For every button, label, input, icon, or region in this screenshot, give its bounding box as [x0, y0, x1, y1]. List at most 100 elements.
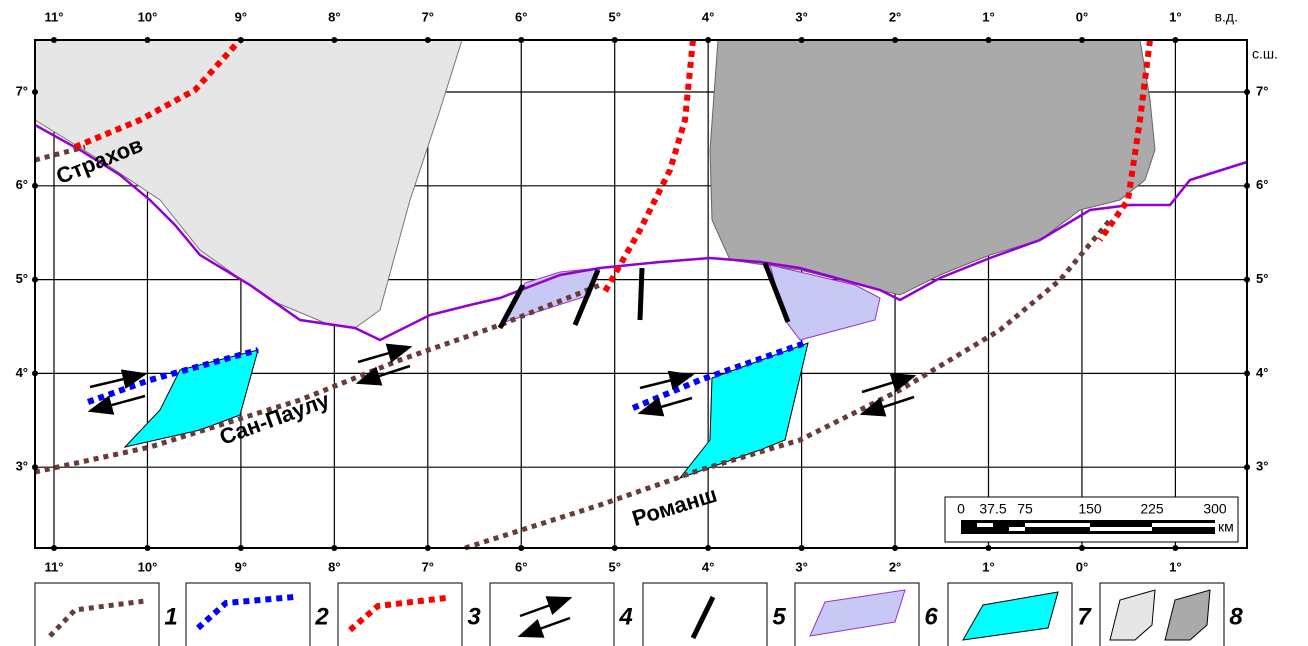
lat-label: 5°: [16, 271, 28, 286]
legend-number: 1: [164, 603, 177, 630]
lon-label: 2°: [889, 9, 901, 24]
tick-dot: [424, 545, 431, 551]
lat-label: 6°: [16, 177, 28, 192]
lon-label: 1°: [1169, 559, 1181, 574]
legend-symbol: [809, 589, 906, 637]
tick-dot: [32, 182, 38, 189]
arrow: [357, 343, 413, 364]
dark-block: [709, 39, 1156, 296]
red-line: [600, 39, 696, 297]
scale-label: 150: [1078, 501, 1102, 517]
legend-symbol: [962, 591, 1059, 641]
lon-label: 9°: [235, 9, 247, 24]
red-line: [1097, 39, 1153, 242]
lon-label: 8°: [328, 9, 340, 24]
lat-label: 7°: [1256, 83, 1268, 98]
scale-seg: [1025, 523, 1090, 527]
lon-label: 4°: [702, 559, 714, 574]
lon-label: 11°: [45, 559, 64, 574]
legend-symbol: [196, 594, 295, 631]
lon-label: 1°: [982, 559, 994, 574]
legend-symbol: [1164, 589, 1211, 641]
legend-symbol: [690, 595, 716, 640]
lat-label: 3°: [16, 459, 28, 474]
lon-label: 5°: [608, 9, 620, 24]
lon-label: 3°: [795, 9, 807, 24]
tick-dot: [424, 37, 431, 43]
lon-label: 8°: [328, 559, 340, 574]
lon-label: 10°: [138, 559, 158, 574]
arrow: [861, 373, 917, 394]
lat-label: 4°: [1256, 365, 1268, 380]
tick-dot: [1244, 370, 1250, 377]
lon-label: 5°: [608, 559, 620, 574]
legend-number: 5: [772, 603, 786, 630]
lon-label: 6°: [515, 9, 527, 24]
legend-box: [337, 582, 463, 646]
scale-label: 300: [1203, 501, 1227, 517]
tick-dot: [1244, 89, 1250, 95]
arrow: [87, 394, 146, 415]
scale-label: 225: [1140, 501, 1164, 517]
legend: 1 2 3 4 5 6 7 8: [34, 582, 1243, 646]
legend-number: 8: [1229, 603, 1243, 630]
lon-label: 11°: [45, 9, 64, 24]
bar-mark: [637, 267, 645, 321]
tick-dot: [705, 545, 712, 551]
scale-bar: [944, 496, 1239, 543]
legend-symbol: [519, 596, 573, 618]
lat-label: 3°: [1256, 459, 1268, 474]
tick-dot: [1078, 545, 1085, 551]
scale-seg: [1090, 527, 1152, 531]
legend-number: 2: [314, 603, 329, 630]
legend-symbol: [48, 598, 146, 638]
tick-dot: [892, 545, 899, 551]
tick-dot: [611, 545, 618, 551]
legend-box: [489, 582, 615, 646]
lon-label: 0°: [1076, 559, 1088, 574]
legend-number: 4: [618, 603, 632, 630]
map-frame: [34, 39, 1248, 549]
scale-seg: [1152, 523, 1215, 527]
tick-dot: [331, 545, 338, 551]
tick-dot: [518, 37, 525, 43]
tick-dot: [32, 276, 38, 283]
legend-box: [34, 582, 160, 646]
lon-unit: в.д.: [1215, 9, 1238, 25]
scale-seg: [977, 523, 993, 527]
tick-dot: [798, 37, 805, 43]
lon-label: 1°: [1169, 9, 1181, 24]
arrow: [637, 396, 693, 417]
red-line: [73, 37, 243, 150]
lat-unit: с.ш.: [1252, 46, 1278, 62]
scale-label: 75: [1017, 501, 1033, 517]
legend-symbol: [517, 616, 571, 638]
bar-mark: [497, 283, 526, 330]
legend-number: 7: [1077, 603, 1092, 630]
tick-dot: [798, 545, 805, 551]
tick-dot: [892, 37, 899, 43]
tick-dot: [144, 37, 151, 43]
tick-dot: [1244, 276, 1250, 283]
legend-box: [185, 582, 311, 646]
tick-dot: [144, 545, 151, 551]
lon-label: 7°: [422, 559, 434, 574]
scale-label: 37.5: [979, 501, 1006, 517]
lon-label: 6°: [515, 559, 527, 574]
bar-mark: [762, 262, 791, 323]
tick-dot: [237, 37, 244, 43]
lon-label: 4°: [702, 9, 714, 24]
lon-label: 1°: [982, 9, 994, 24]
lon-label: 3°: [795, 559, 807, 574]
legend-symbol: [348, 595, 447, 633]
scale-label: 0: [957, 501, 965, 517]
lat-label: 5°: [1256, 271, 1268, 286]
tick-dot: [1244, 464, 1250, 471]
scale-seg: [1009, 527, 1025, 531]
tick-dot: [32, 89, 38, 95]
legend-number: 3: [467, 603, 481, 630]
tick-dot: [32, 464, 38, 471]
tick-dot: [51, 545, 57, 551]
lon-label: 7°: [422, 9, 434, 24]
